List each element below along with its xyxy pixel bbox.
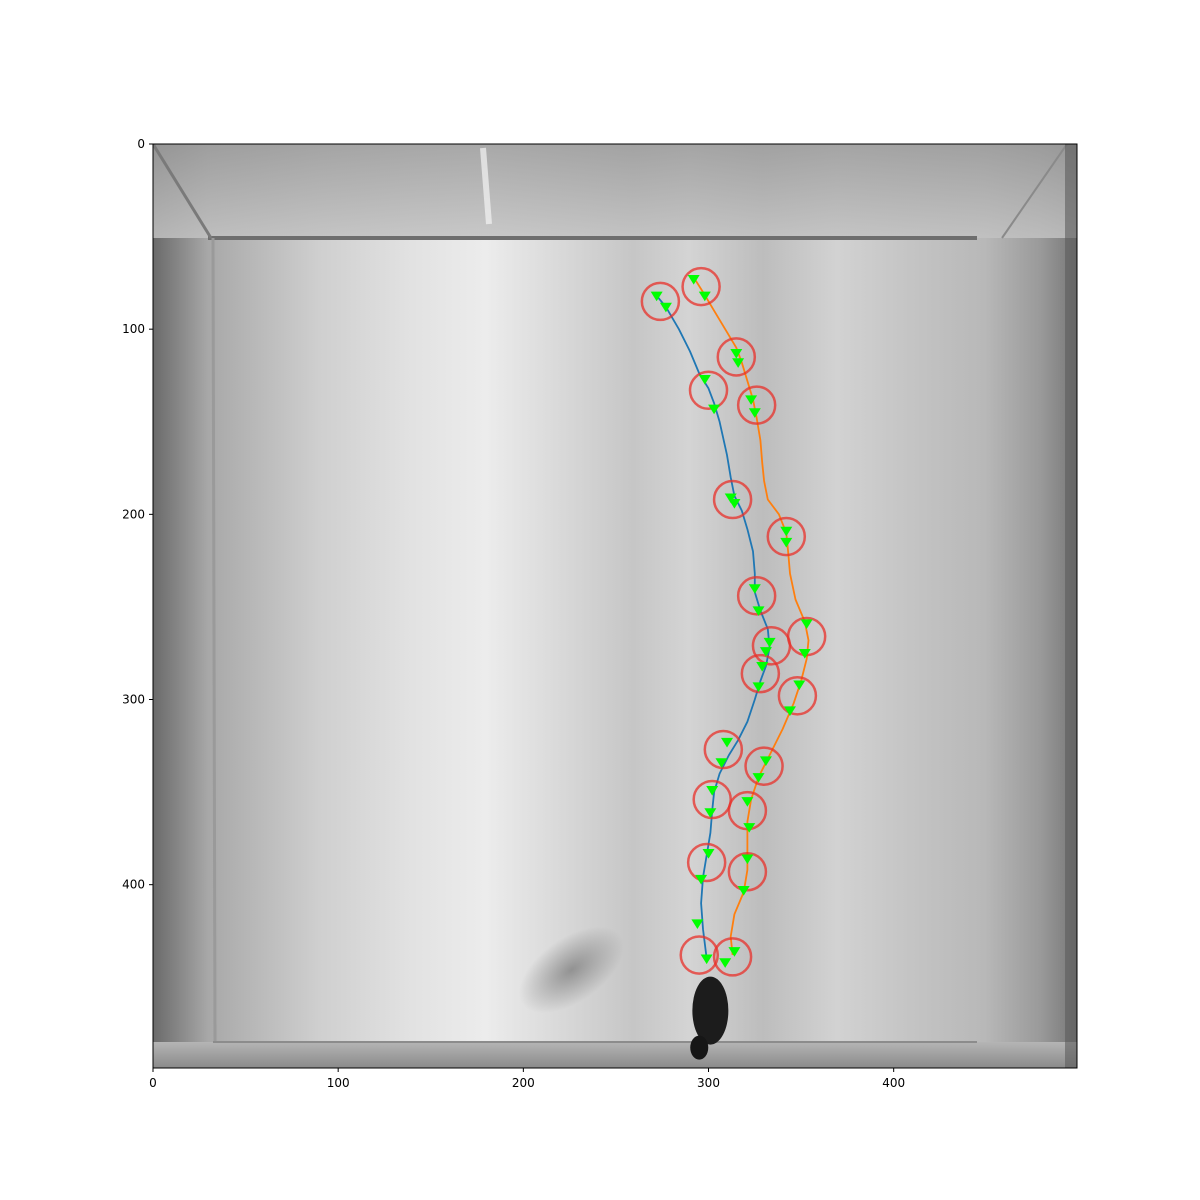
keypoint-marker (745, 395, 758, 405)
y-tick-label: 200 (122, 507, 145, 521)
keypoint-marker (698, 374, 711, 385)
detection-circles (640, 266, 827, 977)
x-tick-label: 400 (882, 1076, 905, 1090)
x-tick-label: 0 (149, 1076, 157, 1090)
y-tick-label: 0 (137, 137, 145, 151)
keypoint-markers (650, 274, 813, 968)
detection-circle (727, 851, 768, 892)
keypoint-marker (715, 758, 728, 768)
keypoint-marker (687, 274, 700, 285)
detection-circle (703, 729, 744, 770)
keypoint-marker (800, 619, 813, 629)
keypoint-marker (650, 291, 663, 302)
keypoint-marker (748, 408, 761, 418)
keypoint-marker (752, 773, 765, 783)
keypoint-marker (741, 854, 754, 865)
keypoint-marker (708, 404, 721, 415)
detection-circle (736, 576, 777, 616)
keypoint-marker (752, 682, 765, 692)
keypoint-marker (659, 302, 672, 313)
keypoint-marker (719, 958, 732, 968)
arena-top-wall (153, 144, 1077, 238)
arena-floor (153, 144, 1077, 1068)
detection-circle (777, 676, 818, 716)
keypoint-marker (724, 493, 737, 504)
keypoint-marker (704, 808, 717, 818)
arena-corner-line (1001, 144, 1068, 239)
keypoint-marker (695, 874, 708, 885)
keypoint-marker (763, 637, 776, 648)
keypoint-marker (700, 954, 713, 965)
keypoint-marker (721, 737, 734, 748)
keypoint-marker (783, 706, 796, 717)
x-tick-label: 300 (697, 1076, 720, 1090)
detection-circle (679, 935, 720, 975)
camera-frame-background (153, 144, 1077, 1068)
keypoint-marker (702, 849, 715, 859)
keypoint-marker (748, 584, 761, 594)
keypoint-marker (743, 823, 756, 833)
keypoint-marker (730, 349, 743, 359)
trajectory-line-1 (656, 295, 771, 959)
keypoint-marker (798, 649, 811, 659)
keypoint-marker (780, 526, 793, 537)
detection-circle (736, 385, 777, 425)
x-tick-label: 100 (327, 1076, 350, 1090)
keypoint-marker (759, 647, 772, 657)
keypoint-marker (737, 886, 750, 896)
keypoint-marker (752, 606, 765, 617)
keypoint-marker (741, 797, 754, 807)
keypoint-marker (698, 291, 711, 302)
y-tick-label: 100 (122, 322, 145, 336)
keypoint-marker (732, 358, 745, 368)
detection-circle (712, 479, 753, 520)
keypoint-marker (706, 786, 719, 796)
mouse-head (690, 1035, 709, 1060)
x-tick-label: 200 (512, 1076, 535, 1090)
y-tick-label: 300 (122, 693, 145, 707)
detection-circle (692, 779, 732, 820)
arena-bottom-wall (153, 1042, 1077, 1068)
trajectory-line-2 (692, 276, 810, 956)
arena-corner-line (153, 144, 213, 239)
x-axis: 0 100 200 300 400 (149, 1068, 905, 1090)
keypoint-marker (756, 661, 769, 672)
keypoint-marker (793, 680, 806, 691)
y-tick-label: 400 (122, 878, 145, 892)
detection-circle (766, 516, 807, 557)
detection-circle (686, 842, 727, 883)
y-axis: 0 100 200 300 400 (122, 137, 153, 892)
detection-circle (681, 266, 721, 307)
keypoint-marker (780, 537, 793, 548)
keypoint-marker (759, 756, 772, 767)
keypoint-marker (728, 499, 741, 509)
axes-frame (152, 143, 1078, 1069)
detection-circle (744, 746, 784, 786)
detection-circle (640, 281, 681, 322)
light-reflection (480, 147, 492, 225)
arena-left-wall-edge (211, 237, 217, 1043)
detection-circle (716, 337, 757, 377)
detection-circle (740, 653, 781, 694)
arena-right-edge (1065, 144, 1077, 1068)
trajectory-series (656, 276, 810, 959)
detection-circle (712, 937, 753, 977)
keypoint-marker (728, 947, 741, 957)
mouse-shadow (519, 926, 624, 1014)
keypoint-marker (691, 919, 704, 929)
mouse-body (692, 976, 729, 1045)
detection-circle (688, 370, 729, 411)
